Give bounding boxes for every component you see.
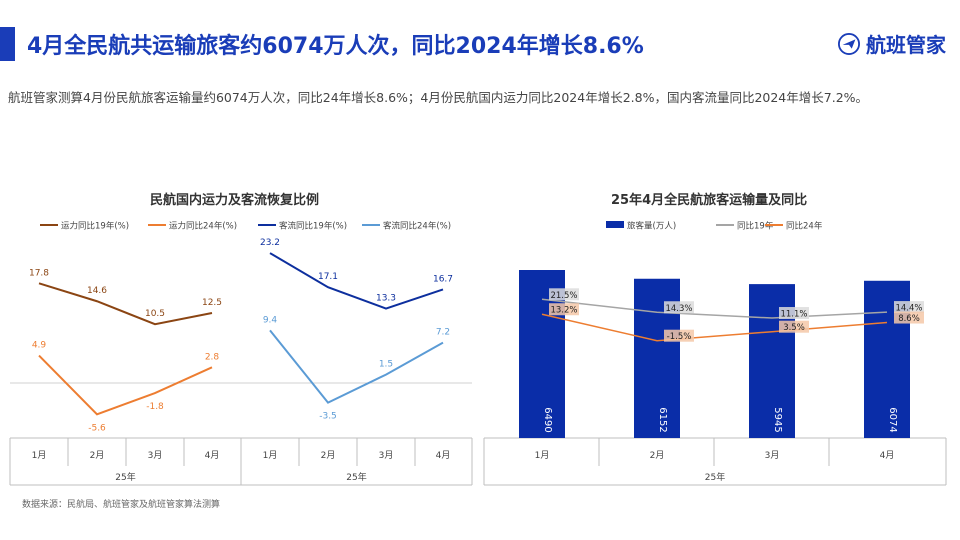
data-label: -3.5 — [319, 412, 337, 422]
right-chart-title: 25年4月全民航旅客运输量及同比 — [611, 193, 808, 208]
series-line-1-1 — [269, 329, 444, 404]
left-chart-title: 民航国内运力及客流恢复比例 — [150, 193, 320, 208]
x-tick-label: 4月 — [436, 450, 451, 461]
series-line-0-1 — [38, 354, 213, 416]
data-label: 17.1 — [318, 272, 338, 282]
series-line-1-0 — [269, 252, 444, 310]
data-label: 14.3% — [665, 304, 692, 314]
data-label: 10.5 — [145, 309, 165, 319]
data-label: 7.2 — [436, 328, 450, 338]
legend-label-0: 旅客量(万人) — [627, 221, 676, 232]
x-tick-label: 3月 — [148, 450, 163, 461]
legend-label-2: 同比24年 — [786, 221, 823, 232]
data-label: -1.8 — [146, 402, 164, 412]
x-group-label: 25年 — [346, 471, 366, 483]
data-label: 14.4% — [895, 304, 922, 314]
data-label: 14.6 — [87, 286, 107, 296]
series-line-1 — [541, 313, 888, 342]
data-label: 9.4 — [263, 315, 278, 325]
data-label: 16.7 — [433, 274, 453, 284]
data-label: -1.5% — [667, 332, 692, 342]
data-label-bg — [664, 301, 694, 314]
page-title: 4月全民航共运输旅客约6074万人次，同比2024年增长8.6% — [27, 34, 644, 59]
data-label-bg — [779, 307, 809, 320]
x-tick-label: 1月 — [535, 450, 550, 461]
x-tick-label: 4月 — [880, 450, 895, 461]
series-line-0 — [541, 298, 888, 319]
x-tick-label: 2月 — [650, 450, 665, 461]
data-label: 2.8 — [205, 352, 220, 362]
description-text: 航班管家测算4月份民航旅客运输量约6074万人次，同比24年增长8.6%；4月份… — [8, 90, 869, 105]
bar-value-label: 6074 — [887, 407, 898, 432]
data-label: 11.1% — [780, 310, 807, 320]
title-accent-bar — [0, 27, 15, 61]
data-label: 13.2% — [550, 306, 577, 316]
data-label-bg — [894, 301, 924, 314]
legend-label-2: 客流同比19年(%) — [279, 221, 347, 232]
data-label: 23.2 — [260, 238, 280, 248]
legend-swatch-0 — [606, 221, 624, 228]
data-label: 4.9 — [32, 341, 47, 351]
x-tick-label: 3月 — [765, 450, 780, 461]
bar-value-label: 6490 — [542, 407, 553, 432]
legend-label-0: 运力同比19年(%) — [61, 221, 129, 232]
data-label-bg — [664, 329, 694, 342]
data-label-bg — [549, 288, 579, 301]
data-label-bg — [779, 320, 809, 333]
legend-label-1: 同比19年 — [737, 221, 774, 232]
logo-text: 航班管家 — [866, 33, 946, 57]
x-tick-label: 1月 — [263, 450, 278, 461]
x-tick-label: 3月 — [379, 450, 394, 461]
data-label: 12.5 — [202, 298, 222, 308]
series-line-0-0 — [38, 282, 213, 326]
x-tick-label: 2月 — [321, 450, 336, 461]
data-label: 8.6% — [898, 314, 920, 324]
x-group-label: 25年 — [705, 471, 725, 483]
airplane-logo-icon — [838, 32, 860, 55]
x-tick-label: 2月 — [90, 450, 105, 461]
legend-label-3: 客流同比24年(%) — [383, 221, 451, 232]
legend-label-1: 运力同比24年(%) — [169, 221, 237, 232]
bar-value-label: 5945 — [772, 407, 783, 432]
data-label: 13.3 — [376, 294, 396, 304]
bar-value-label: 6152 — [657, 407, 668, 432]
brand-logo: 航班管家 — [838, 29, 946, 58]
data-label: 1.5 — [379, 360, 393, 370]
data-label: -5.6 — [88, 423, 106, 433]
data-label: 3.5% — [783, 323, 805, 333]
x-tick-label: 1月 — [32, 450, 47, 461]
data-label-bg — [549, 303, 579, 316]
source-note: 数据来源：民航局、航班管家及航班管家算法测算 — [22, 500, 221, 510]
data-label-bg — [894, 311, 924, 324]
right-combo-chart: 旅客量(万人) 同比19年 同比24年 6490 6152 5945 6074 1月 2月 3月 4… — [483, 221, 947, 486]
left-line-chart: 运力同比19年(%) 运力同比24年(%) 客流同比19年(%) 客流同比24年(%)… — [9, 221, 473, 486]
x-tick-label: 4月 — [205, 450, 220, 461]
data-label: 21.5% — [550, 291, 577, 301]
x-group-label: 25年 — [115, 471, 135, 483]
data-label: 17.8 — [29, 268, 49, 278]
